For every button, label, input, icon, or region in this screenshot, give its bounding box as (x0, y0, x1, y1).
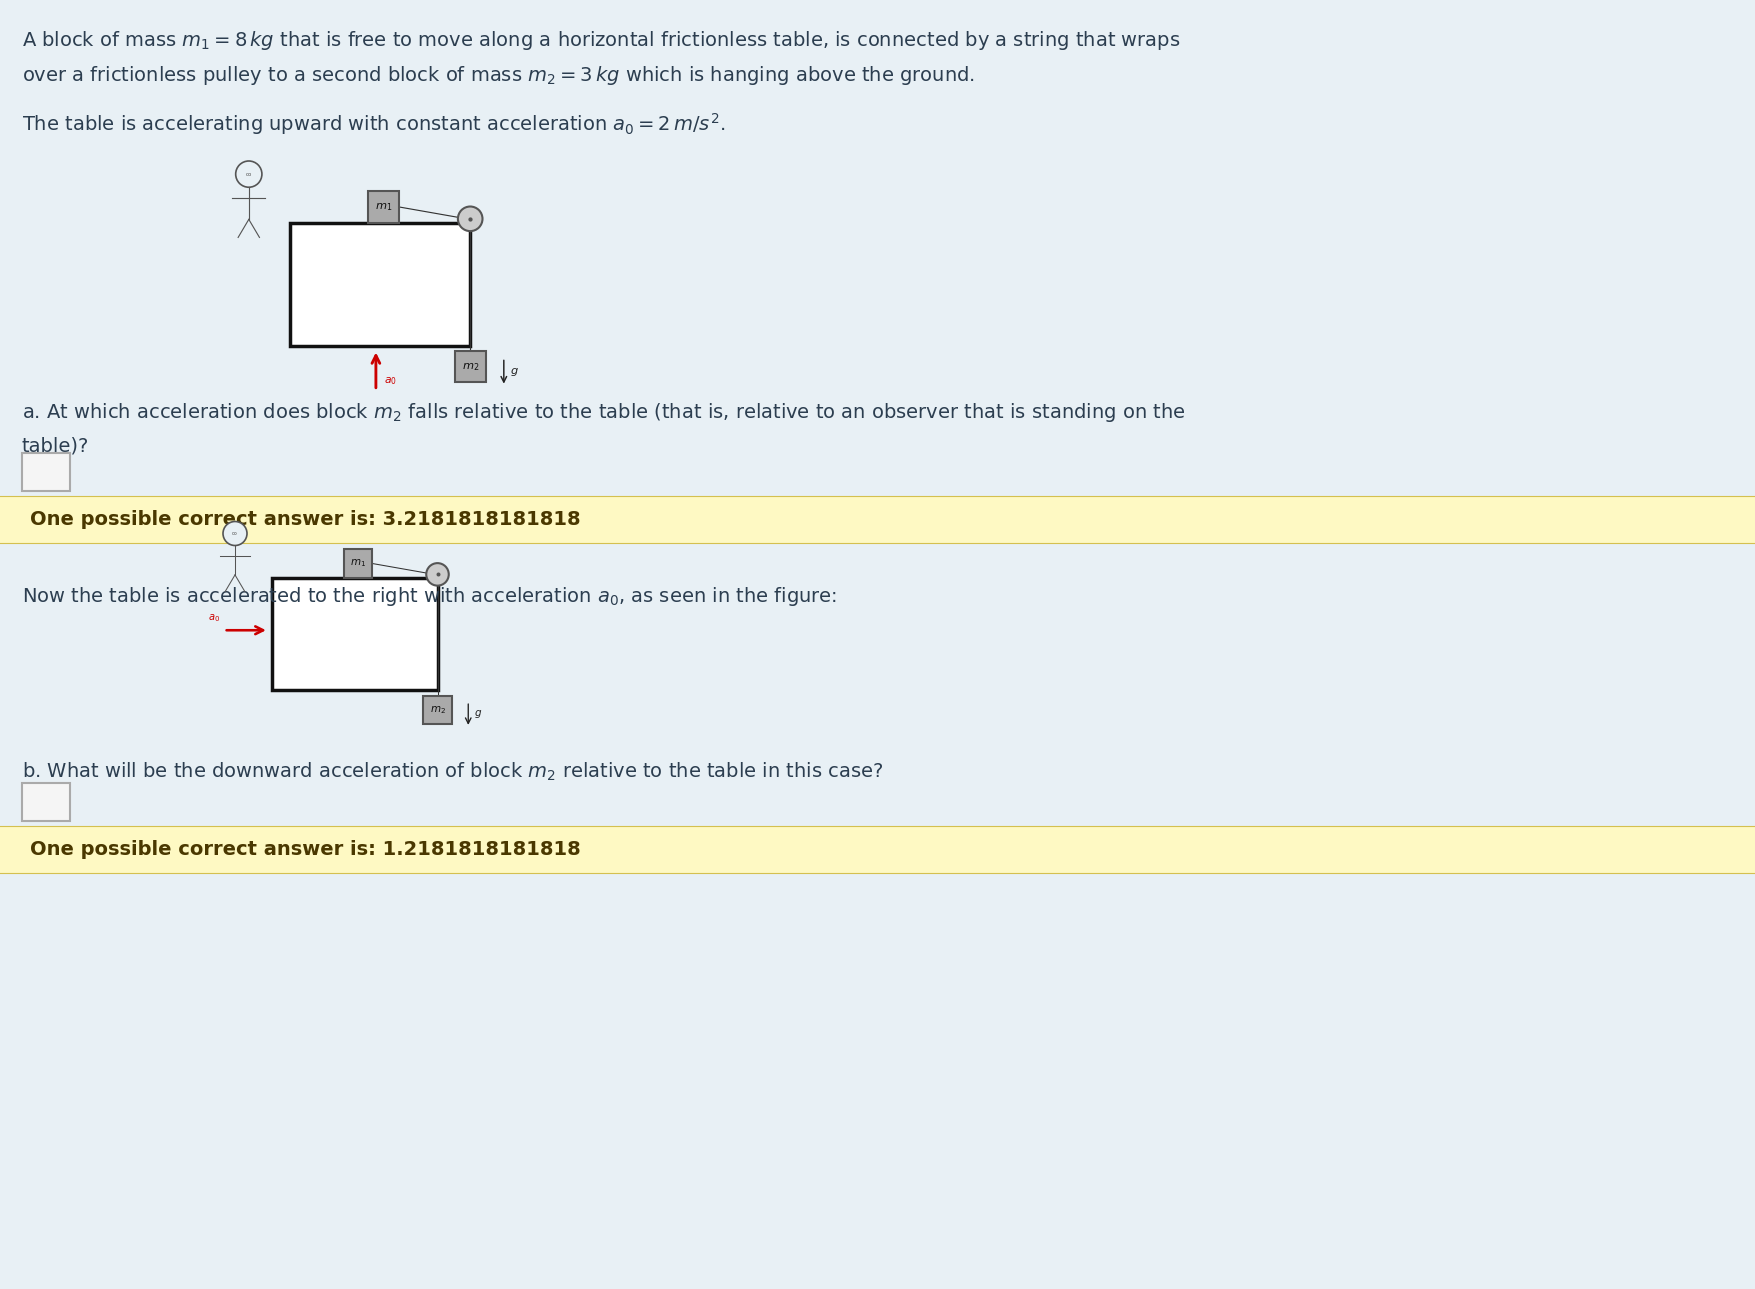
Circle shape (426, 563, 449, 585)
Text: $g$: $g$ (511, 366, 519, 378)
Circle shape (223, 522, 247, 545)
Text: a. At which acceleration does block $m_2$ falls relative to the table (that is, : a. At which acceleration does block $m_2… (23, 401, 1185, 424)
Text: One possible correct answer is: 1.2181818181818: One possible correct answer is: 1.218181… (30, 840, 581, 858)
Text: oo: oo (232, 531, 237, 536)
Text: oo: oo (246, 171, 251, 177)
Text: over a frictionless pulley to a second block of mass $m_2 = 3\,kg$ which is hang: over a frictionless pulley to a second b… (23, 64, 974, 86)
Text: $m_1$: $m_1$ (374, 201, 391, 213)
Bar (23, 452, 70, 491)
Bar (344, 549, 372, 577)
Text: $g$: $g$ (474, 709, 483, 721)
Bar (0, 496, 1755, 543)
Text: Now the table is accelerated to the right with acceleration $a_0$, as seen in th: Now the table is accelerated to the righ… (23, 585, 837, 608)
Bar (272, 577, 437, 690)
Circle shape (235, 161, 261, 187)
Text: b. What will be the downward acceleration of block $m_2$ relative to the table i: b. What will be the downward acceleratio… (23, 761, 883, 784)
Bar (423, 696, 451, 724)
Text: $a_0$: $a_0$ (384, 375, 397, 387)
Bar (455, 351, 486, 383)
Text: $m_1$: $m_1$ (349, 558, 365, 570)
Circle shape (458, 206, 483, 231)
Text: $a_0$: $a_0$ (207, 612, 219, 624)
Text: table)?: table)? (23, 437, 90, 456)
Text: $m_2$: $m_2$ (430, 704, 446, 715)
Text: A block of mass $m_1 = 8\,kg$ that is free to move along a horizontal frictionle: A block of mass $m_1 = 8\,kg$ that is fr… (23, 28, 1179, 52)
Text: $m_2$: $m_2$ (462, 361, 479, 373)
Bar (23, 782, 70, 821)
Text: One possible correct answer is: 3.2181818181818: One possible correct answer is: 3.218181… (30, 510, 581, 528)
Text: The table is accelerating upward with constant acceleration $a_0 = 2\,m/s^2$.: The table is accelerating upward with co… (23, 111, 725, 137)
Bar (367, 191, 398, 223)
Bar (0, 826, 1755, 873)
Bar (290, 223, 470, 345)
